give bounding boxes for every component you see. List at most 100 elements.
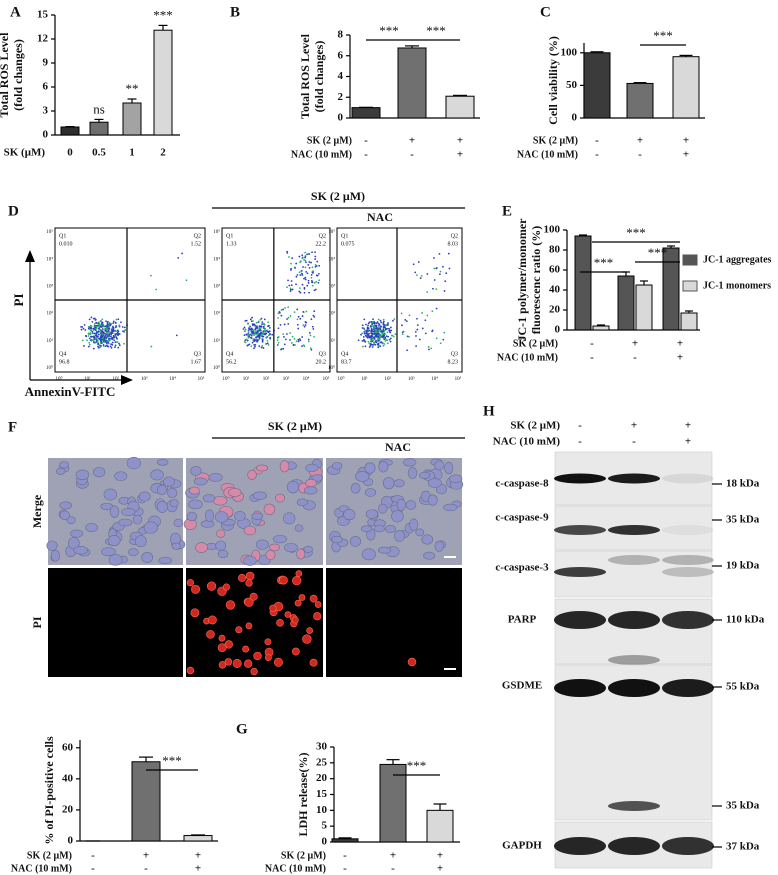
flow-dot [104,339,107,342]
flow-dot [361,324,364,327]
size-label: 110 kDa [726,614,765,626]
y-tick-label: 80 [549,244,561,256]
flow-dot [101,328,104,330]
flow-dot [267,334,270,337]
blot-band [662,525,714,535]
condition-sign: + [683,149,689,161]
flow-dot [361,340,364,342]
flow-dot [261,323,263,326]
flow-dot [123,342,125,345]
blot-band [554,679,606,697]
flow-dot [100,345,102,347]
pi-cell [314,601,322,608]
flow-dot [89,329,92,332]
cell [350,482,361,494]
flow-dot [295,275,298,278]
flow-dot [314,251,316,254]
condition-sign: - [590,338,594,350]
flow-dot [416,328,419,331]
flow-dot [376,340,379,343]
flow-dot [93,323,96,325]
condition-label: SK (2 μM) [307,135,352,146]
cell [46,540,58,551]
flow-dot [283,343,286,346]
y-tick-label: 100 [561,46,578,58]
flow-dot [253,323,256,326]
y-tick-label: 6 [43,81,49,93]
flow-dot [296,318,299,321]
flow-dot [251,316,254,319]
flow-dot [102,344,105,346]
flow-dot [291,342,293,344]
flow-dot [363,332,366,335]
flow-dot [444,280,447,283]
flow-dot [307,282,310,284]
flow-dot [289,332,291,334]
flow-dot [305,321,308,324]
y-tick-label: 12 [37,33,49,45]
cell [434,540,444,552]
flow-dot [383,343,386,345]
pi-cell [245,622,253,630]
flow-dot [91,330,94,333]
flow-dot [372,339,374,342]
cell [190,465,202,476]
flow-dot [314,258,317,260]
flow-dot [261,335,263,337]
axis-tick-label: 10⁴ [213,256,220,262]
flow-dot [100,336,102,339]
flow-dot [400,312,403,315]
blot-band [662,611,714,629]
quadrant-value: 20.2 [316,359,327,365]
flow-dot [286,333,288,335]
flow-dot [307,338,310,341]
pi-cell [218,634,226,642]
flow-dot [313,310,316,313]
cell [126,456,142,470]
error-bar [433,803,447,811]
flow-dot [385,324,388,327]
bar [331,838,359,843]
pi-cell [298,594,306,601]
axis-label: PI [11,294,26,307]
flow-dot [85,334,87,337]
flow-dot [114,341,117,344]
flow-dot [84,329,87,331]
flow-dot [438,273,441,275]
flow-dot [90,325,93,328]
quadrant-value: 83.7 [341,359,352,365]
y-tick-label: 60 [549,264,561,276]
protein-label: c-caspase-9 [495,512,549,524]
flow-dot [254,331,256,333]
flow-dot [103,340,105,343]
flow-dot [105,337,108,339]
condition-sign: - [343,863,347,875]
y-tick-label: 20 [62,803,74,815]
flow-dot [259,327,261,330]
flow-dot [408,314,411,317]
flow-dot [289,287,292,290]
flow-dot [114,322,117,324]
flow-dot [246,339,249,342]
quadrant-value: 1.52 [191,241,202,247]
flow-dot [389,326,392,329]
flow-dot [302,324,305,327]
flow-dot [371,325,373,327]
axis-tick-label: 10³ [47,284,54,290]
flow-dot [361,332,364,335]
error-bar [127,98,137,103]
x-tick-label: 0 [67,147,73,159]
protein-label: GSDME [502,680,542,692]
protein-label: c-caspase-8 [495,478,549,490]
flow-dot [244,341,247,344]
blot-band [554,473,606,484]
legend-swatch [682,280,698,292]
x-tick-label: 2 [160,147,166,159]
cell [286,480,300,494]
flow-dot [91,320,94,323]
flow-dot [297,338,300,341]
flow-dot [107,320,109,323]
flow-dot [372,327,375,330]
axis-tick-label: 10⁵ [455,376,462,382]
axis-tick-label: 10⁴ [46,256,53,262]
